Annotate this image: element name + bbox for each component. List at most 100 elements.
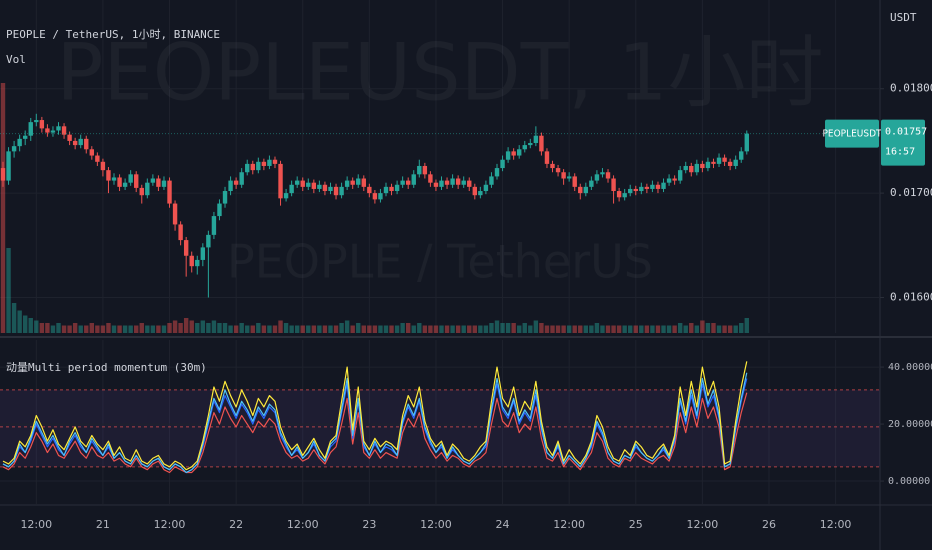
watermark: PEOPLE / TetherUS <box>227 235 653 289</box>
volume-bar <box>206 323 211 333</box>
volume-bar <box>28 318 33 333</box>
candle-body <box>250 163 255 171</box>
volume-bar <box>294 325 300 333</box>
candle-body <box>689 165 694 173</box>
volume-bar <box>417 323 422 333</box>
price-label-box <box>881 119 925 166</box>
candle-body <box>245 163 250 173</box>
candle-body <box>134 174 139 188</box>
candle-body <box>683 165 688 171</box>
volume-bar <box>433 325 439 333</box>
volume-bar <box>156 325 161 333</box>
volume-bar <box>61 325 67 333</box>
volume-bar <box>428 325 433 333</box>
candle-body <box>34 120 39 123</box>
volume-bar <box>705 323 711 333</box>
candle-body <box>450 178 455 185</box>
volume-bar <box>572 325 577 333</box>
candle-body <box>561 172 566 179</box>
candle-body <box>183 240 189 256</box>
candle-body <box>172 203 178 225</box>
volume-bar <box>505 323 511 333</box>
volume-bar <box>139 323 144 333</box>
volume-bar <box>183 318 189 333</box>
candle-body <box>161 180 167 187</box>
volume-bar <box>489 323 494 333</box>
chart-title: PEOPLE / TetherUS, 1小时, BINANCE <box>6 28 220 41</box>
volume-bar <box>233 325 239 333</box>
volume-bar <box>633 325 638 333</box>
candle-body <box>378 193 383 200</box>
volume-bar <box>228 325 233 333</box>
candle-body <box>733 159 738 166</box>
volume-bar <box>455 325 461 333</box>
candle-body <box>256 161 261 171</box>
volume-bar <box>650 325 655 333</box>
volume-bar <box>450 325 455 333</box>
candle-body <box>694 163 700 173</box>
candle-body <box>744 133 749 152</box>
volume-bar <box>172 320 178 333</box>
candle-body <box>528 143 533 146</box>
candle-body <box>383 186 389 194</box>
volume-bar <box>533 320 539 333</box>
candle-body <box>455 178 461 185</box>
x-tick-label: 12:00 <box>154 518 186 531</box>
y-tick-label: 0.01800 <box>890 82 932 95</box>
volume-bar <box>100 325 106 333</box>
candle-body <box>45 128 50 133</box>
candle-body <box>405 180 411 185</box>
candle-body <box>372 193 378 200</box>
candle-body <box>644 186 650 189</box>
volume-bar <box>289 325 294 333</box>
x-tick-label: 12:00 <box>820 518 852 531</box>
volume-bar <box>84 325 89 333</box>
candle-body <box>28 122 33 136</box>
volume-bar <box>628 325 633 333</box>
candle-body <box>483 184 489 192</box>
volume-bar <box>744 318 749 333</box>
volume-bar <box>700 320 705 333</box>
candle-body <box>39 120 45 129</box>
volume-bar <box>583 325 589 333</box>
axis-unit: USDT <box>890 11 917 24</box>
volume-bar <box>550 325 555 333</box>
volume-bar <box>56 323 61 333</box>
candle-body <box>616 191 622 198</box>
indicator-title: 动量Multi period momentum (30m) <box>6 361 207 374</box>
volume-bar <box>339 323 344 333</box>
volume-bar <box>655 325 661 333</box>
candle-body <box>300 180 305 187</box>
volume-label: Vol <box>6 53 26 66</box>
volume-bar <box>250 325 255 333</box>
volume-bar <box>367 325 372 333</box>
volume-bar <box>6 248 11 333</box>
volume-bar <box>694 325 700 333</box>
volume-bar <box>411 325 416 333</box>
candle-body <box>311 182 317 189</box>
volume-bar <box>461 325 466 333</box>
x-tick-label: 12:00 <box>20 518 52 531</box>
volume-bar <box>189 320 194 333</box>
candle-body <box>122 182 128 187</box>
volume-bar <box>444 325 450 333</box>
candle-body <box>628 188 633 194</box>
volume-bar <box>611 325 616 333</box>
volume-bar <box>256 323 261 333</box>
candle-body <box>278 163 283 199</box>
volume-bar <box>178 323 183 333</box>
candle-body <box>411 174 416 185</box>
candle-body <box>111 177 117 181</box>
volume-bar <box>317 325 322 333</box>
volume-bar <box>500 323 505 333</box>
candle-body <box>322 184 328 192</box>
volume-bar <box>39 323 45 333</box>
volume-bar <box>350 325 355 333</box>
volume-bar <box>167 323 172 333</box>
candle-body <box>289 184 294 194</box>
candle-body <box>517 149 522 156</box>
candle-body <box>328 186 333 192</box>
volume-bar <box>200 320 206 333</box>
